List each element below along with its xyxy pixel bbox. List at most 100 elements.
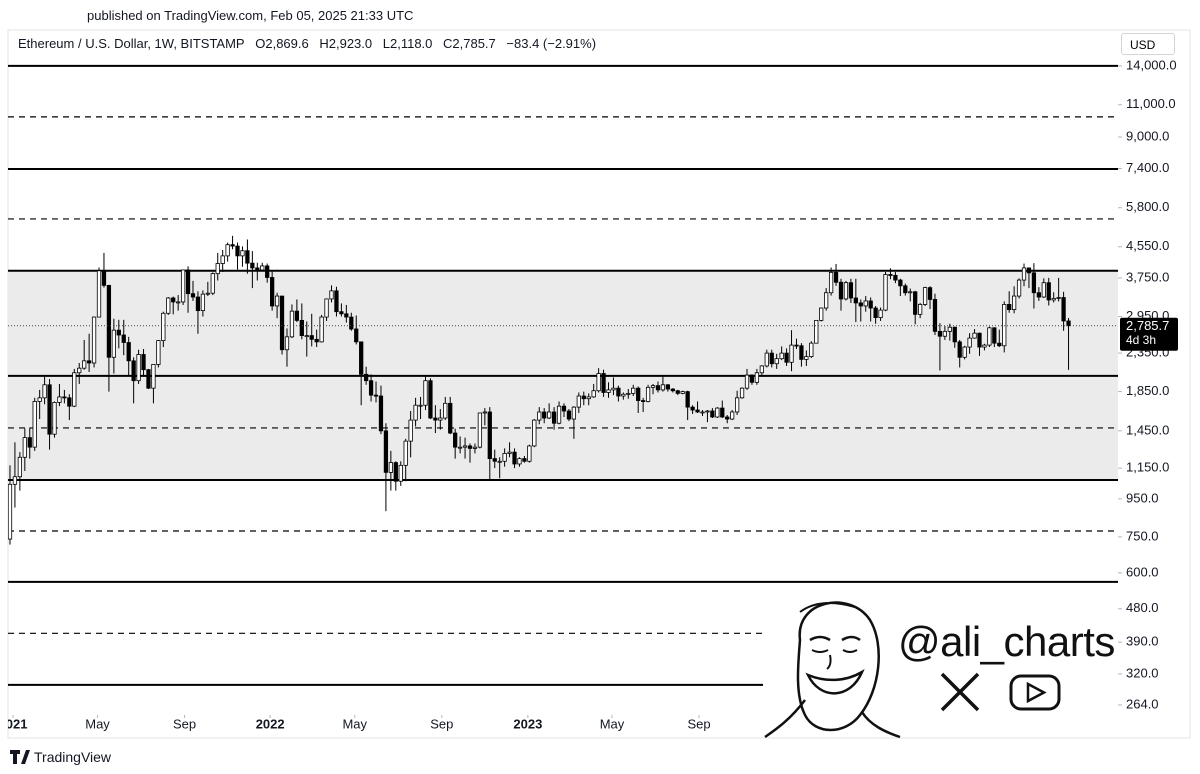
candle-body	[1041, 282, 1046, 298]
candle-body	[749, 374, 755, 383]
candle-body	[354, 328, 359, 343]
candle-body	[571, 406, 577, 420]
candle-body	[477, 412, 483, 448]
candle-body	[537, 411, 542, 421]
candle-body	[937, 330, 943, 337]
y-tick-label: 5,800.0	[1126, 199, 1169, 214]
candle-body	[467, 445, 473, 449]
candle-body	[398, 464, 403, 482]
y-tick-label: 11,000.0	[1126, 96, 1176, 111]
brand-logo	[10, 750, 30, 764]
candle-body	[611, 387, 616, 391]
candle-body	[1026, 267, 1032, 274]
x-tick-label: 2021	[0, 716, 27, 731]
symbol-info: Ethereum / U.S. Dollar, 1W, BITSTAMP O2,…	[18, 36, 603, 51]
candle-body	[883, 274, 888, 311]
candle-body	[576, 395, 581, 408]
candle-body	[769, 352, 774, 365]
candle-body	[774, 358, 779, 365]
candle-body	[82, 360, 87, 369]
candle-body	[101, 270, 107, 286]
candle-body	[96, 270, 102, 318]
candle-body	[507, 451, 512, 454]
candle-body	[17, 456, 23, 478]
candle-body	[734, 397, 740, 413]
candle-body	[235, 245, 240, 257]
candle-body	[566, 410, 572, 420]
candle-body	[932, 299, 938, 332]
candle-body	[631, 387, 636, 394]
candle-body	[556, 405, 562, 424]
candle-body	[339, 311, 344, 315]
candle-body	[665, 384, 670, 390]
candle-body	[532, 419, 537, 447]
candle-body	[438, 417, 443, 421]
candle-body	[982, 344, 987, 348]
candle-body	[878, 309, 883, 319]
plot-area	[8, 64, 1118, 686]
candle-body	[660, 384, 666, 391]
candle-body	[843, 282, 849, 300]
x-tick-label: May	[85, 716, 110, 731]
candle-body	[853, 297, 858, 304]
y-tick-label: 950.0	[1126, 490, 1159, 505]
candle-body	[606, 389, 611, 393]
candle-body	[383, 430, 389, 473]
candle-body	[873, 307, 878, 319]
candle-body	[413, 404, 418, 421]
candle-body	[482, 411, 487, 414]
candle-body	[309, 335, 314, 340]
candle-body	[641, 400, 646, 402]
candle-body	[462, 445, 468, 448]
candle-body	[1011, 295, 1017, 310]
candle-body	[359, 341, 364, 375]
candle-body	[1061, 297, 1066, 322]
candle-body	[927, 287, 933, 300]
candle-body	[725, 416, 730, 420]
candle-body	[270, 277, 275, 307]
candle-body	[319, 316, 324, 343]
candle-body	[581, 395, 586, 400]
candle-body	[408, 419, 413, 442]
candle-body	[650, 385, 656, 388]
candle-body	[52, 402, 57, 435]
candle-body	[1046, 282, 1051, 301]
candle-body	[151, 364, 156, 389]
candle-body	[789, 344, 794, 363]
candle-body	[838, 281, 844, 300]
candle-body	[997, 342, 1002, 347]
candle-body	[962, 346, 967, 358]
candle-body	[784, 352, 789, 363]
candle-body	[230, 244, 235, 247]
candle-body	[645, 386, 651, 402]
candle-body	[225, 244, 230, 257]
candle-body	[705, 410, 710, 413]
candle-body	[443, 402, 448, 419]
candle-body	[715, 407, 720, 418]
ohlc-low: L2,118.0	[382, 36, 433, 51]
candle-body	[12, 476, 18, 485]
candle-body	[388, 462, 393, 473]
ohlc-high: H2,923.0	[319, 36, 373, 51]
candle-body	[368, 380, 374, 396]
candle-body	[918, 304, 923, 315]
countdown: 4d 3h	[1126, 333, 1156, 347]
candle-body	[1066, 320, 1071, 327]
candle-body	[967, 337, 972, 348]
candle-body	[22, 437, 27, 458]
candle-body	[601, 373, 606, 393]
candle-body	[8, 483, 13, 540]
candle-body	[903, 285, 908, 294]
candle-body	[497, 460, 502, 463]
candle-body	[586, 396, 591, 400]
candle-body	[349, 316, 354, 330]
candle-body	[898, 279, 903, 287]
candle-body	[942, 330, 948, 337]
candle-body	[126, 342, 131, 362]
candle-body	[690, 406, 695, 411]
candle-body	[32, 401, 37, 448]
candle-body	[952, 326, 957, 343]
candle-body	[91, 316, 97, 364]
currency-button[interactable]: USD	[1121, 33, 1175, 55]
